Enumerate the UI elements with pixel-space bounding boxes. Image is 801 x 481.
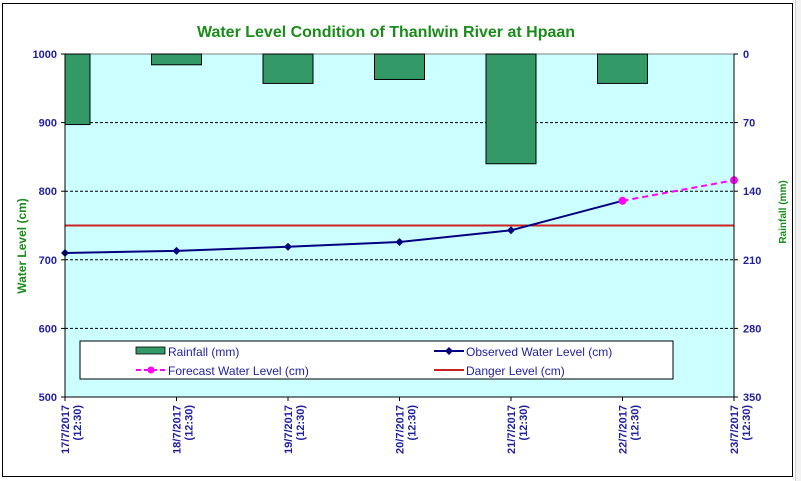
- rainfall-bar: [485, 53, 537, 165]
- legend-rainfall-swatch: [135, 346, 166, 355]
- y-tick-label: 1000: [33, 49, 57, 61]
- x-tick-label-time: (12:30): [407, 405, 419, 441]
- x-tick-label-time: (12:30): [295, 405, 307, 441]
- observed-marker: [284, 242, 292, 251]
- observed-marker: [507, 226, 515, 235]
- y-tick-label: 700: [39, 255, 57, 267]
- x-tick-label-time: (12:30): [741, 405, 753, 441]
- observed-water-level-line: [64, 199, 623, 254]
- lines: [61, 176, 738, 257]
- x-tick-label-time: (12:30): [518, 405, 530, 441]
- legend-forecast-marker: [147, 366, 155, 374]
- x-tick-label-time: (12:30): [630, 405, 642, 441]
- y2-tick-label: 350: [743, 392, 761, 404]
- y2-tick-label: 70: [743, 118, 755, 130]
- legend-forecast-label: Forecast Water Level (cm): [168, 364, 309, 378]
- y-axis-title: Water Level (cm): [15, 198, 29, 294]
- x-tick-label-date: 19/7/2017: [283, 405, 295, 454]
- legend: Rainfall (mm) Observed Water Level (cm) …: [79, 340, 674, 380]
- x-tick-label-time: (12:30): [184, 405, 196, 441]
- y2-tick-label: 210: [743, 255, 761, 267]
- legend-rainfall-label: Rainfall (mm): [168, 345, 239, 359]
- x-tick-label-date: 22/7/2017: [618, 405, 630, 454]
- spreadsheet-edge: [795, 0, 801, 481]
- legend-observed-label: Observed Water Level (cm): [466, 345, 612, 359]
- y2-tick-label: 0: [743, 49, 749, 61]
- rainfall-bar: [262, 53, 314, 84]
- rainfall-bar: [597, 53, 648, 84]
- y2-tick-label: 280: [743, 323, 761, 335]
- observed-marker: [395, 237, 404, 246]
- chart-title: Water Level Condition of Thanlwin River …: [197, 24, 575, 41]
- rainfall-bar: [374, 53, 425, 80]
- legend-box: [79, 340, 674, 380]
- y-tick-label: 900: [39, 118, 57, 130]
- y2-axis-title: Rainfall (mm): [778, 180, 789, 243]
- legend-danger-label: Danger Level (cm): [466, 364, 565, 378]
- x-tick-label-date: 18/7/2017: [172, 405, 184, 454]
- y-tick-label: 800: [39, 186, 57, 198]
- y-ticks-right: 0 70 140 210 280 350: [734, 49, 761, 404]
- x-tick-label-date: 20/7/2017: [395, 405, 407, 454]
- x-tick-label-date: 17/7/2017: [60, 405, 72, 454]
- x-ticks: 17/7/2017 (12:30) 18/7/2017 (12:30) 19/7/201…: [60, 397, 753, 454]
- rainfall-bars: [64, 53, 648, 165]
- y-tick-label: 600: [39, 323, 57, 335]
- forecast-marker: [618, 196, 627, 205]
- legend-observed-marker: [445, 347, 453, 355]
- x-tick-label-date: 23/7/2017: [729, 405, 741, 454]
- observed-marker: [172, 246, 181, 255]
- rainfall-bar: [151, 53, 202, 66]
- y-ticks-left: 1000 900 800 700 600 500: [33, 49, 65, 404]
- rainfall-bar: [64, 53, 91, 126]
- x-tick-label-time: (12:30): [72, 405, 84, 441]
- x-tick-label-date: 21/7/2017: [506, 405, 518, 454]
- y2-tick-label: 140: [743, 186, 761, 198]
- forecast-water-level-line: [622, 179, 735, 202]
- y-tick-label: 500: [39, 392, 57, 404]
